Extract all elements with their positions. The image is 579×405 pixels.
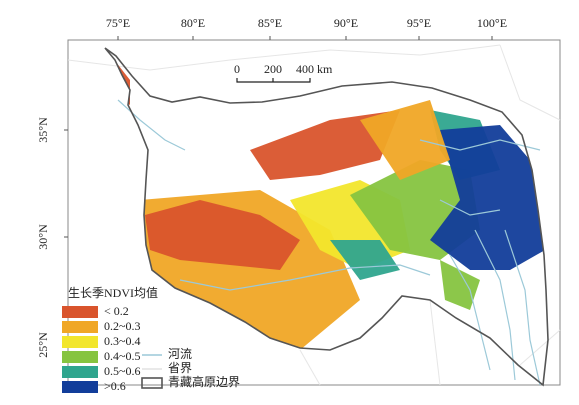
ndvi-patch [360, 100, 450, 180]
legend-label: 0.5~0.6 [104, 364, 141, 378]
x-tick-label: 85°E [258, 16, 282, 30]
legend-label: 0.3~0.4 [104, 334, 141, 348]
x-tick-label: 100°E [477, 16, 507, 30]
province-borders [67, 44, 561, 386]
x-tick-label: 95°E [407, 16, 431, 30]
legend-swatch [62, 351, 98, 363]
scale-label: 200 [264, 62, 282, 76]
legend-label: < 0.2 [104, 304, 129, 318]
legend-swatch [62, 336, 98, 348]
ndvi-patch [440, 260, 480, 310]
scale-bar-line [236, 78, 311, 83]
legend-label: 青藏高原边界 [168, 374, 240, 389]
scale-label: 400 km [296, 62, 333, 76]
x-tick-label: 75°E [106, 16, 130, 30]
legend-swatch [62, 321, 98, 333]
legend-label: 省界 [168, 361, 192, 375]
legend-swatch [62, 366, 98, 378]
ndvi-layer [105, 48, 545, 350]
legend-label: >0.6 [104, 379, 126, 393]
plateau-boundary [104, 47, 549, 387]
legend-label: 0.4~0.5 [104, 349, 141, 363]
x-tick-label: 90°E [334, 16, 358, 30]
ndvi-patch [250, 110, 400, 180]
legend-title: 生长季NDVI均值 [68, 285, 158, 300]
scale-bar: 0 200 400 km [234, 62, 333, 83]
legend-swatch [62, 381, 98, 393]
legend-swatch [62, 306, 98, 318]
scale-label: 0 [234, 62, 240, 76]
x-tick-label: 80°E [181, 16, 205, 30]
legend-label: 河流 [168, 347, 192, 361]
y-tick-label: 30°N [36, 224, 50, 250]
ndvi-patch [330, 240, 400, 280]
rivers [117, 99, 541, 386]
y-tick-label: 25°N [36, 332, 50, 358]
y-tick-label: 35°N [36, 117, 50, 143]
ndvi-patch [145, 200, 300, 270]
legend-line [141, 377, 163, 389]
legend-label: 0.2~0.3 [104, 319, 141, 333]
ndvi-patch [430, 125, 545, 270]
